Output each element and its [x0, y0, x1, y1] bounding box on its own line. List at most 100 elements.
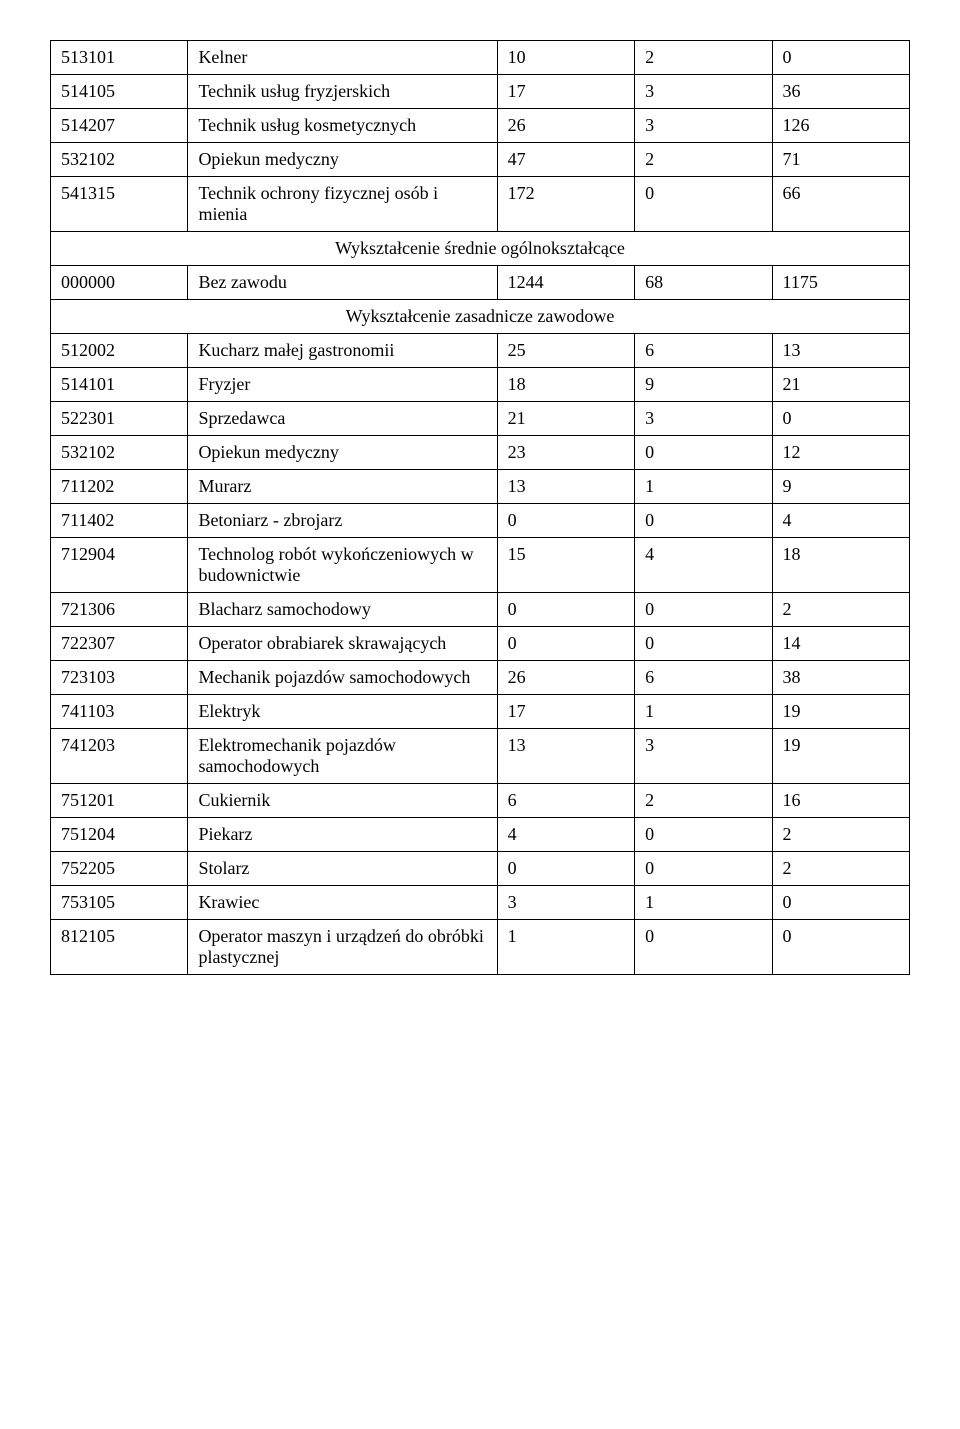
- cell-value-3: 36: [772, 75, 909, 109]
- cell-value-1: 25: [497, 334, 634, 368]
- cell-value-2: 0: [635, 504, 772, 538]
- cell-value-2: 0: [635, 818, 772, 852]
- cell-name: Cukiernik: [188, 784, 497, 818]
- cell-code: 522301: [51, 402, 188, 436]
- cell-value-1: 17: [497, 695, 634, 729]
- cell-value-3: 13: [772, 334, 909, 368]
- cell-value-1: 26: [497, 109, 634, 143]
- table-row: 514207Technik usług kosmetycznych263126: [51, 109, 910, 143]
- cell-value-3: 0: [772, 402, 909, 436]
- cell-name: Blacharz samochodowy: [188, 593, 497, 627]
- table-row: 741103Elektryk17119: [51, 695, 910, 729]
- cell-value-2: 0: [635, 593, 772, 627]
- data-table: 513101Kelner1020514105Technik usług fryz…: [50, 40, 910, 975]
- cell-name: Technik usług fryzjerskich: [188, 75, 497, 109]
- cell-value-3: 16: [772, 784, 909, 818]
- cell-value-1: 13: [497, 470, 634, 504]
- cell-value-2: 0: [635, 852, 772, 886]
- cell-value-2: 0: [635, 177, 772, 232]
- cell-value-1: 26: [497, 661, 634, 695]
- section-header-row: Wykształcenie zasadnicze zawodowe: [51, 300, 910, 334]
- cell-value-3: 0: [772, 41, 909, 75]
- section-header-cell: Wykształcenie zasadnicze zawodowe: [51, 300, 910, 334]
- cell-value-1: 172: [497, 177, 634, 232]
- section-header-row: Wykształcenie średnie ogólnokształcące: [51, 232, 910, 266]
- cell-value-2: 1: [635, 886, 772, 920]
- cell-name: Technik usług kosmetycznych: [188, 109, 497, 143]
- cell-value-1: 0: [497, 593, 634, 627]
- cell-name: Elektromechanik pojazdów samochodowych: [188, 729, 497, 784]
- cell-name: Kelner: [188, 41, 497, 75]
- cell-value-3: 0: [772, 920, 909, 975]
- table-row: 514105Technik usług fryzjerskich17336: [51, 75, 910, 109]
- cell-code: 812105: [51, 920, 188, 975]
- table-row: 723103Mechanik pojazdów samochodowych266…: [51, 661, 910, 695]
- cell-value-3: 38: [772, 661, 909, 695]
- cell-value-1: 0: [497, 504, 634, 538]
- cell-code: 514105: [51, 75, 188, 109]
- cell-code: 514207: [51, 109, 188, 143]
- cell-value-2: 9: [635, 368, 772, 402]
- cell-value-2: 2: [635, 41, 772, 75]
- cell-value-3: 0: [772, 886, 909, 920]
- cell-name: Betoniarz - zbrojarz: [188, 504, 497, 538]
- cell-value-2: 2: [635, 784, 772, 818]
- cell-name: Mechanik pojazdów samochodowych: [188, 661, 497, 695]
- table-row: 522301Sprzedawca2130: [51, 402, 910, 436]
- cell-value-2: 0: [635, 436, 772, 470]
- cell-value-1: 3: [497, 886, 634, 920]
- cell-name: Opiekun medyczny: [188, 143, 497, 177]
- cell-value-1: 23: [497, 436, 634, 470]
- cell-code: 751204: [51, 818, 188, 852]
- cell-value-3: 21: [772, 368, 909, 402]
- table-row: 512002Kucharz małej gastronomii25613: [51, 334, 910, 368]
- table-row: 752205Stolarz002: [51, 852, 910, 886]
- cell-value-3: 4: [772, 504, 909, 538]
- cell-value-2: 1: [635, 695, 772, 729]
- cell-value-2: 68: [635, 266, 772, 300]
- cell-name: Elektryk: [188, 695, 497, 729]
- cell-value-2: 1: [635, 470, 772, 504]
- cell-code: 712904: [51, 538, 188, 593]
- table-row: 812105Operator maszyn i urządzeń do obró…: [51, 920, 910, 975]
- cell-value-1: 15: [497, 538, 634, 593]
- table-row: 711202Murarz1319: [51, 470, 910, 504]
- cell-name: Operator obrabiarek skrawających: [188, 627, 497, 661]
- table-row: 751201Cukiernik6216: [51, 784, 910, 818]
- cell-name: Murarz: [188, 470, 497, 504]
- cell-code: 532102: [51, 143, 188, 177]
- cell-code: 741103: [51, 695, 188, 729]
- cell-code: 532102: [51, 436, 188, 470]
- cell-value-3: 2: [772, 852, 909, 886]
- cell-value-2: 6: [635, 334, 772, 368]
- cell-name: Kucharz małej gastronomii: [188, 334, 497, 368]
- cell-code: 752205: [51, 852, 188, 886]
- table-row: 532102Opiekun medyczny47271: [51, 143, 910, 177]
- table-row: 711402Betoniarz - zbrojarz004: [51, 504, 910, 538]
- cell-value-3: 18: [772, 538, 909, 593]
- cell-name: Operator maszyn i urządzeń do obróbki pl…: [188, 920, 497, 975]
- cell-value-1: 17: [497, 75, 634, 109]
- table-row: 514101Fryzjer18921: [51, 368, 910, 402]
- cell-value-3: 9: [772, 470, 909, 504]
- cell-code: 722307: [51, 627, 188, 661]
- cell-name: Krawiec: [188, 886, 497, 920]
- cell-code: 751201: [51, 784, 188, 818]
- cell-code: 723103: [51, 661, 188, 695]
- table-row: 532102Opiekun medyczny23012: [51, 436, 910, 470]
- table-row: 712904Technolog robót wykończeniowych w …: [51, 538, 910, 593]
- cell-value-2: 3: [635, 402, 772, 436]
- table-row: 722307Operator obrabiarek skrawających00…: [51, 627, 910, 661]
- section-header-cell: Wykształcenie średnie ogólnokształcące: [51, 232, 910, 266]
- table-row: 753105Krawiec310: [51, 886, 910, 920]
- cell-code: 541315: [51, 177, 188, 232]
- cell-value-2: 0: [635, 920, 772, 975]
- cell-code: 514101: [51, 368, 188, 402]
- cell-name: Piekarz: [188, 818, 497, 852]
- cell-name: Opiekun medyczny: [188, 436, 497, 470]
- cell-value-3: 2: [772, 593, 909, 627]
- table-row: 721306Blacharz samochodowy002: [51, 593, 910, 627]
- cell-value-2: 4: [635, 538, 772, 593]
- cell-code: 000000: [51, 266, 188, 300]
- cell-name: Bez zawodu: [188, 266, 497, 300]
